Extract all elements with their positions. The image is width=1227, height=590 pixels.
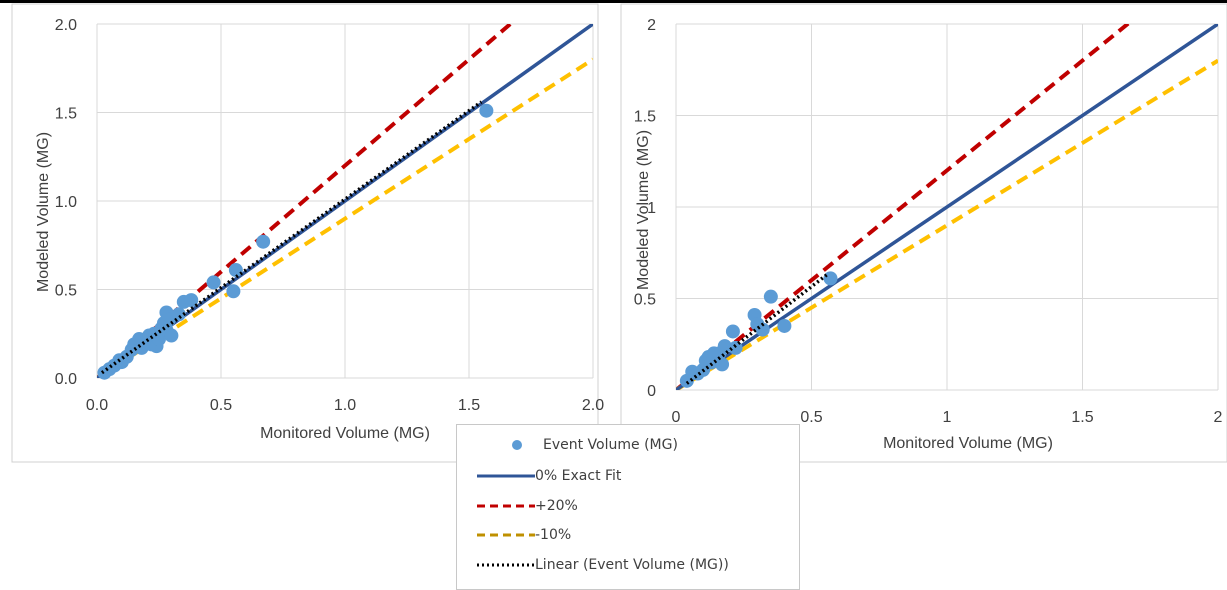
left-y-tick-label: 1.5 [55,106,77,123]
top-border [0,0,1227,3]
left-y-tick-label: 1.0 [55,194,77,211]
left-chart: 0.0 0.5 1.0 1.5 2.0 0.0 0.5 1.0 1.5 2.0 Monitored … [11,3,604,463]
legend-marker-points [512,440,522,450]
left-frame [11,3,599,463]
right-y-tick-label: 0 [647,383,656,400]
right-data-point [725,324,740,339]
left-data-point [206,275,221,290]
right-x-tick-label: 1 [943,409,952,426]
right-x-tick-label: 2 [1214,409,1223,426]
legend-label-plus20: +20% [535,498,578,514]
legend-swatch-minus10 [477,533,535,537]
right-y-tick-label: 2 [647,17,656,34]
right-y-axis-title: Modeled Volume (MG) [635,130,652,290]
legend-label-points: Event Volume (MG) [543,437,678,453]
legend-swatch-points [512,440,522,450]
right-y-tick-label: 0.5 [634,292,656,309]
left-y-axis-title: Modeled Volume (MG) [35,132,52,292]
right-x-axis-title: Monitored Volume (MG) [883,435,1053,452]
left-data-point [184,293,199,308]
left-x-tick-label: 2.0 [582,397,604,414]
right-y-tick-label: 1 [647,200,656,217]
right-data-point [823,271,838,286]
right-data-point [777,318,792,333]
legend-label-exact: 0% Exact Fit [535,468,622,484]
legend-item-points: Event Volume (MG) [457,431,799,461]
legend: Event Volume (MG) 0% Exact Fit +20% -10%… [456,424,800,590]
left-data-point [226,284,241,299]
right-x-tick-label: 0 [672,409,681,426]
right-data-point [763,289,778,304]
legend-item-plus20: +20% [457,492,799,522]
right-x-tick-label: 0.5 [800,409,822,426]
right-data-point [755,322,770,337]
legend-swatch-plus20 [477,504,535,508]
left-x-tick-label: 0.0 [86,397,108,414]
right-data-point [715,357,730,372]
right-chart: 0 0.5 1 1.5 2 0 0.5 1 1.5 2 Monitored Volume (MG) M… [620,3,1227,463]
left-y-tick-label: 0.5 [55,283,77,300]
legend-item-linear: Linear (Event Volume (MG)) [457,551,799,581]
left-y-tick-label: 0.0 [55,371,77,388]
right-y-tick-label: 1.5 [634,109,656,126]
left-x-tick-label: 1.0 [334,397,356,414]
legend-item-minus10: -10% [457,521,799,551]
legend-item-exact: 0% Exact Fit [457,462,799,492]
right-data-point [717,339,732,354]
left-data-point [171,307,186,322]
left-x-tick-label: 0.5 [210,397,232,414]
left-line-minus10 [97,57,593,378]
left-x-axis-title: Monitored Volume (MG) [260,425,430,442]
right-frame [620,3,1227,463]
left-line-plus20 [97,24,514,378]
left-data-point [479,103,494,118]
legend-label-linear: Linear (Event Volume (MG)) [535,557,729,573]
right-x-tick-label: 1.5 [1071,409,1093,426]
legend-swatch-linear [477,563,535,567]
right-line-plus20 [676,24,1131,390]
left-data-point [256,234,271,249]
left-data-point [164,328,179,343]
left-y-tick-label: 2.0 [55,17,77,34]
legend-label-minus10: -10% [535,527,572,543]
left-data-point [228,263,243,278]
left-x-tick-label: 1.5 [458,397,480,414]
legend-swatch-exact [477,474,535,478]
